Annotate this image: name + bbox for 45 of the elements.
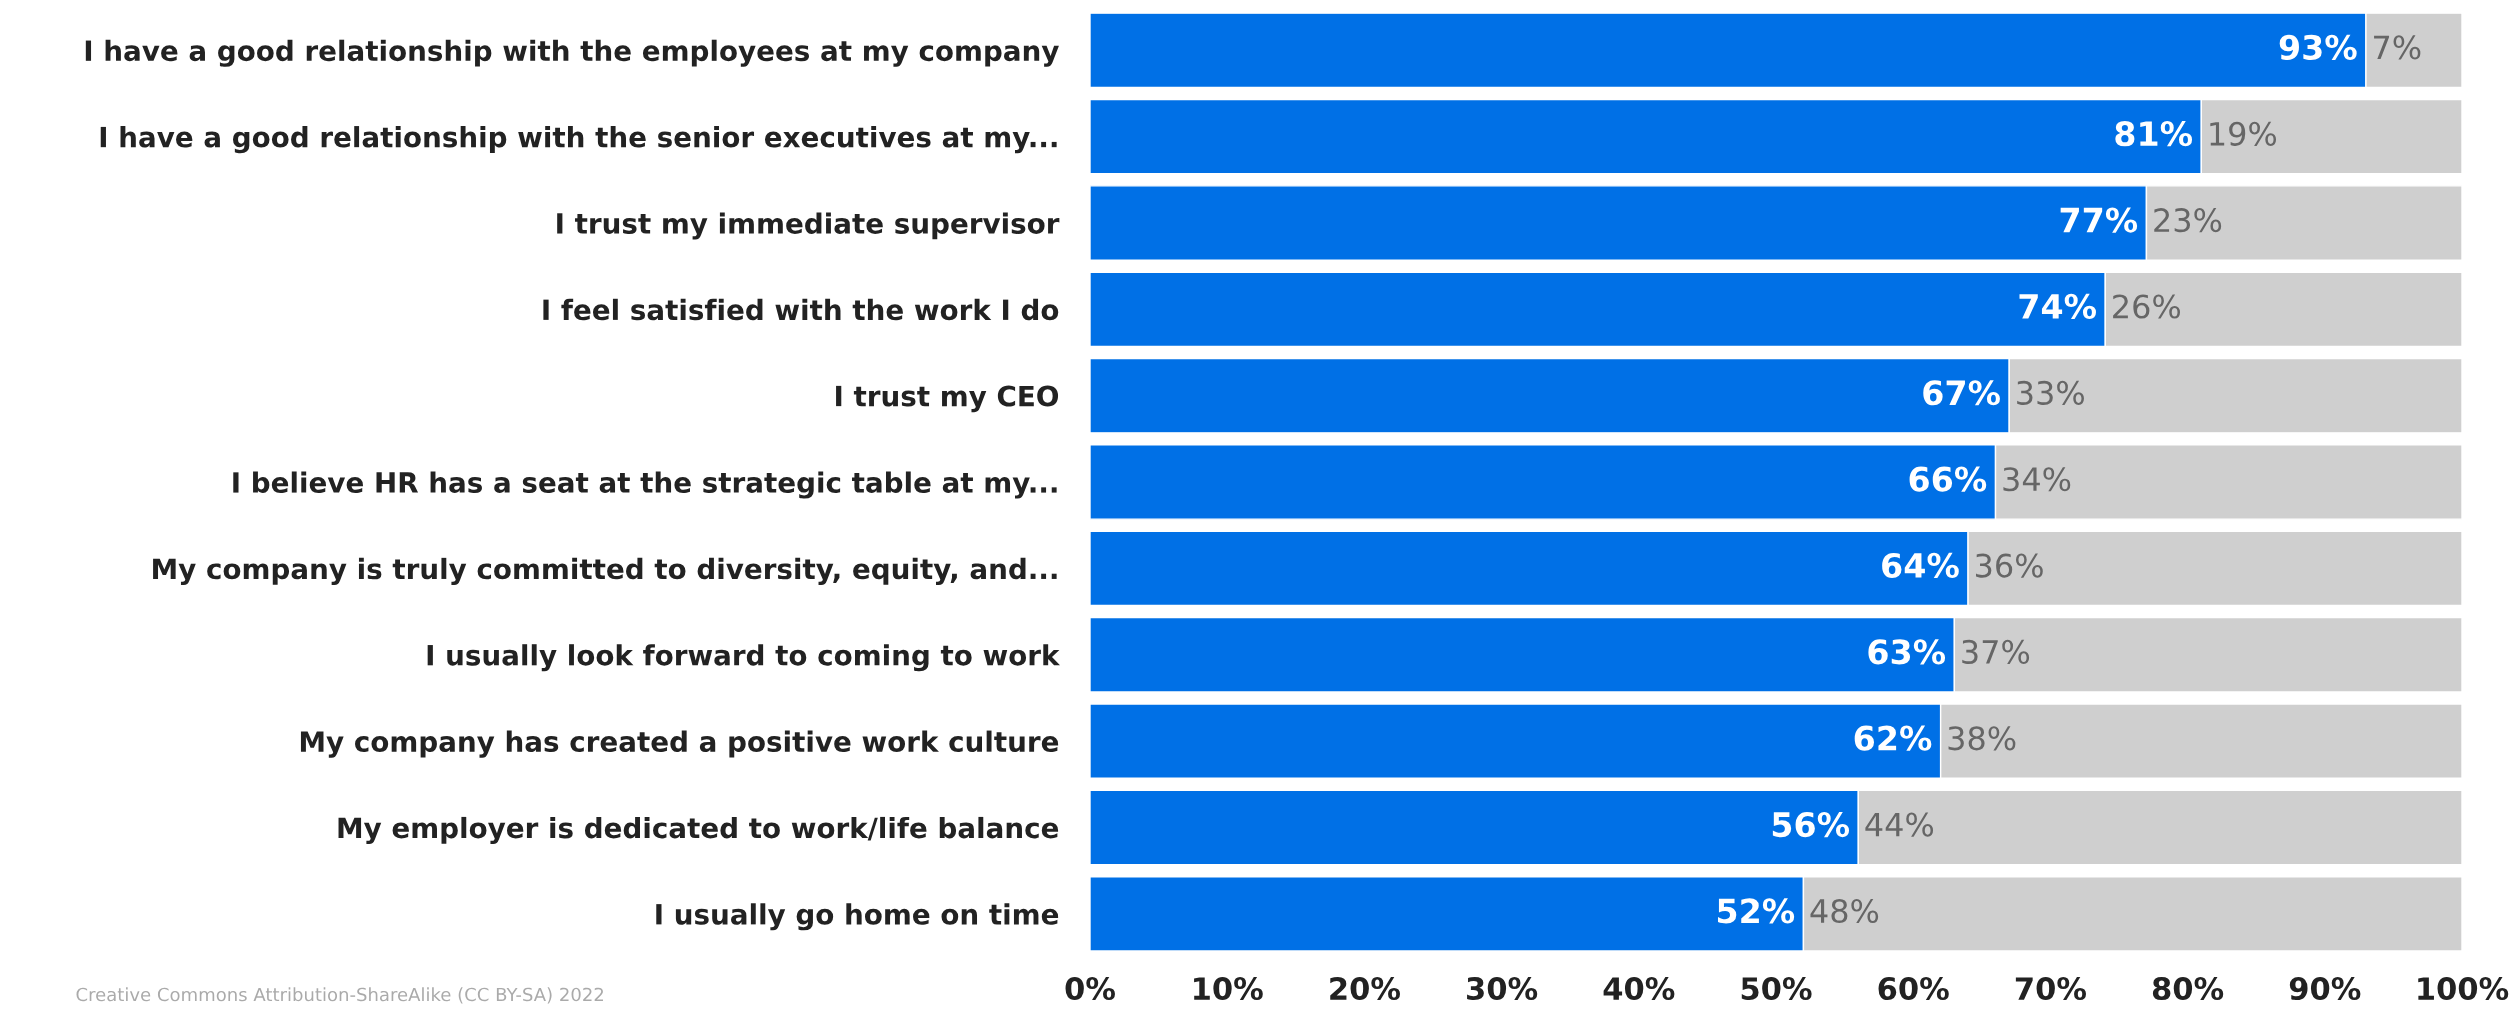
data-label: 48%	[1810, 898, 1879, 924]
y-tick-label: I trust my immediate supervisor	[557, 212, 1060, 240]
x-tick-label: 30%	[1467, 976, 1538, 1001]
x-tick-label: 20%	[1330, 976, 1400, 1001]
x-tick-label: 50%	[1741, 976, 1812, 1001]
data-label: 26%	[2113, 294, 2181, 319]
data-label: 77%	[2060, 207, 2138, 233]
data-label: 64%	[1882, 552, 1959, 579]
x-tick-label: 100%	[2418, 976, 2509, 1001]
data-label: 33%	[2017, 380, 2084, 405]
x-tick-label: 80%	[2152, 976, 2224, 1001]
data-label: 62%	[1854, 725, 1932, 751]
data-label: 93%	[2279, 34, 2357, 60]
data-label: 7%	[2374, 35, 2421, 60]
data-label: 23%	[2154, 208, 2222, 233]
y-tick-label: My company has created a positive work culture	[300, 730, 1059, 758]
y-tick-label: My employer is dedicated to work/life balance	[338, 816, 1059, 845]
data-label: 37%	[1962, 639, 2030, 665]
data-label: 67%	[1923, 380, 2000, 406]
y-tick-label: I believe HR has a seat at the strategic table at my...	[233, 471, 1057, 499]
y-tick-label: I trust my CEO	[836, 385, 1059, 413]
data-label: 44%	[1865, 812, 1934, 837]
y-tick-label: I feel satisfied with the work I do	[543, 298, 1059, 321]
x-tick-label: 60%	[1878, 976, 1949, 1001]
x-tick-label: 90%	[2289, 976, 2361, 1001]
data-label: 56%	[1772, 811, 1850, 838]
x-tick-label: 40%	[1603, 976, 1675, 1001]
y-tick-label: I have a good relationship with the employees at my company	[85, 39, 1059, 67]
x-tick-label: 10%	[1194, 976, 1263, 1001]
data-label: 74%	[2019, 293, 2096, 319]
data-label: 81%	[2115, 121, 2193, 147]
y-tick-label: I usually look forward to coming to work	[427, 644, 1060, 672]
data-label: 36%	[1976, 553, 2043, 578]
data-label: 63%	[1868, 639, 1946, 665]
x-tick-label: 70%	[2015, 976, 2086, 1001]
data-label: 52%	[1717, 898, 1795, 924]
x-tick-label: 0%	[1065, 976, 1115, 1001]
y-tick-label: My company is truly committed to diversity, equity, and...	[153, 557, 1057, 585]
data-label: 38%	[1948, 726, 2016, 751]
text: Creative Commons Attribution-ShareAlike (CC BY-SA) 2022	[76, 987, 604, 1004]
data-label: 19%	[2210, 121, 2277, 146]
data-label: 34%	[2003, 467, 2071, 492]
y-tick-label: I have a good relationship with the senior executives at my...	[100, 126, 1057, 154]
data-label: 66%	[1909, 466, 1987, 492]
y-tick-label: I usually go home on time	[656, 903, 1059, 931]
